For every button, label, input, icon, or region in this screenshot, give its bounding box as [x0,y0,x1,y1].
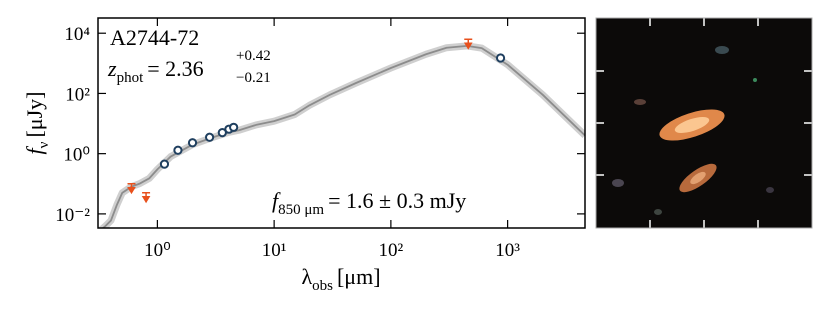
plot-frame [97,17,586,229]
y-tick-label: 10⁰ [63,145,90,166]
image-panel [595,17,813,229]
redshift-label: zphot = 2.36 [107,56,204,86]
flux-note: f850 μm = 1.6 ± 0.3 mJy [272,188,466,218]
y-tick-label: 10⁻² [55,205,90,226]
photometry-point [229,122,239,132]
title: A2744-72 [110,25,199,50]
plot-area [98,38,585,228]
x-tick-label: 10⁰ [144,240,171,261]
photometry-point [159,159,170,169]
x-axis-label: λobs [μm] [301,264,380,294]
x-tick-label: 10² [379,240,404,261]
photometry-point [204,132,215,142]
upper-limit [463,38,473,50]
photometry-point [495,53,506,63]
y-tick-label: 10² [65,84,90,105]
x-tick-label: 10³ [495,240,520,261]
y-axis-label: fν[μJy] [22,92,52,155]
redshift-lower: −0.21 [236,70,271,86]
redshift-upper: +0.42 [236,48,271,64]
x-tick-label: 10¹ [262,240,287,261]
y-tick-label: 10⁴ [64,24,90,45]
upper-limit [141,192,151,204]
upper-limit [127,182,136,195]
model-line [101,44,585,228]
photometry-point [173,145,183,155]
photometry-point [187,138,198,148]
